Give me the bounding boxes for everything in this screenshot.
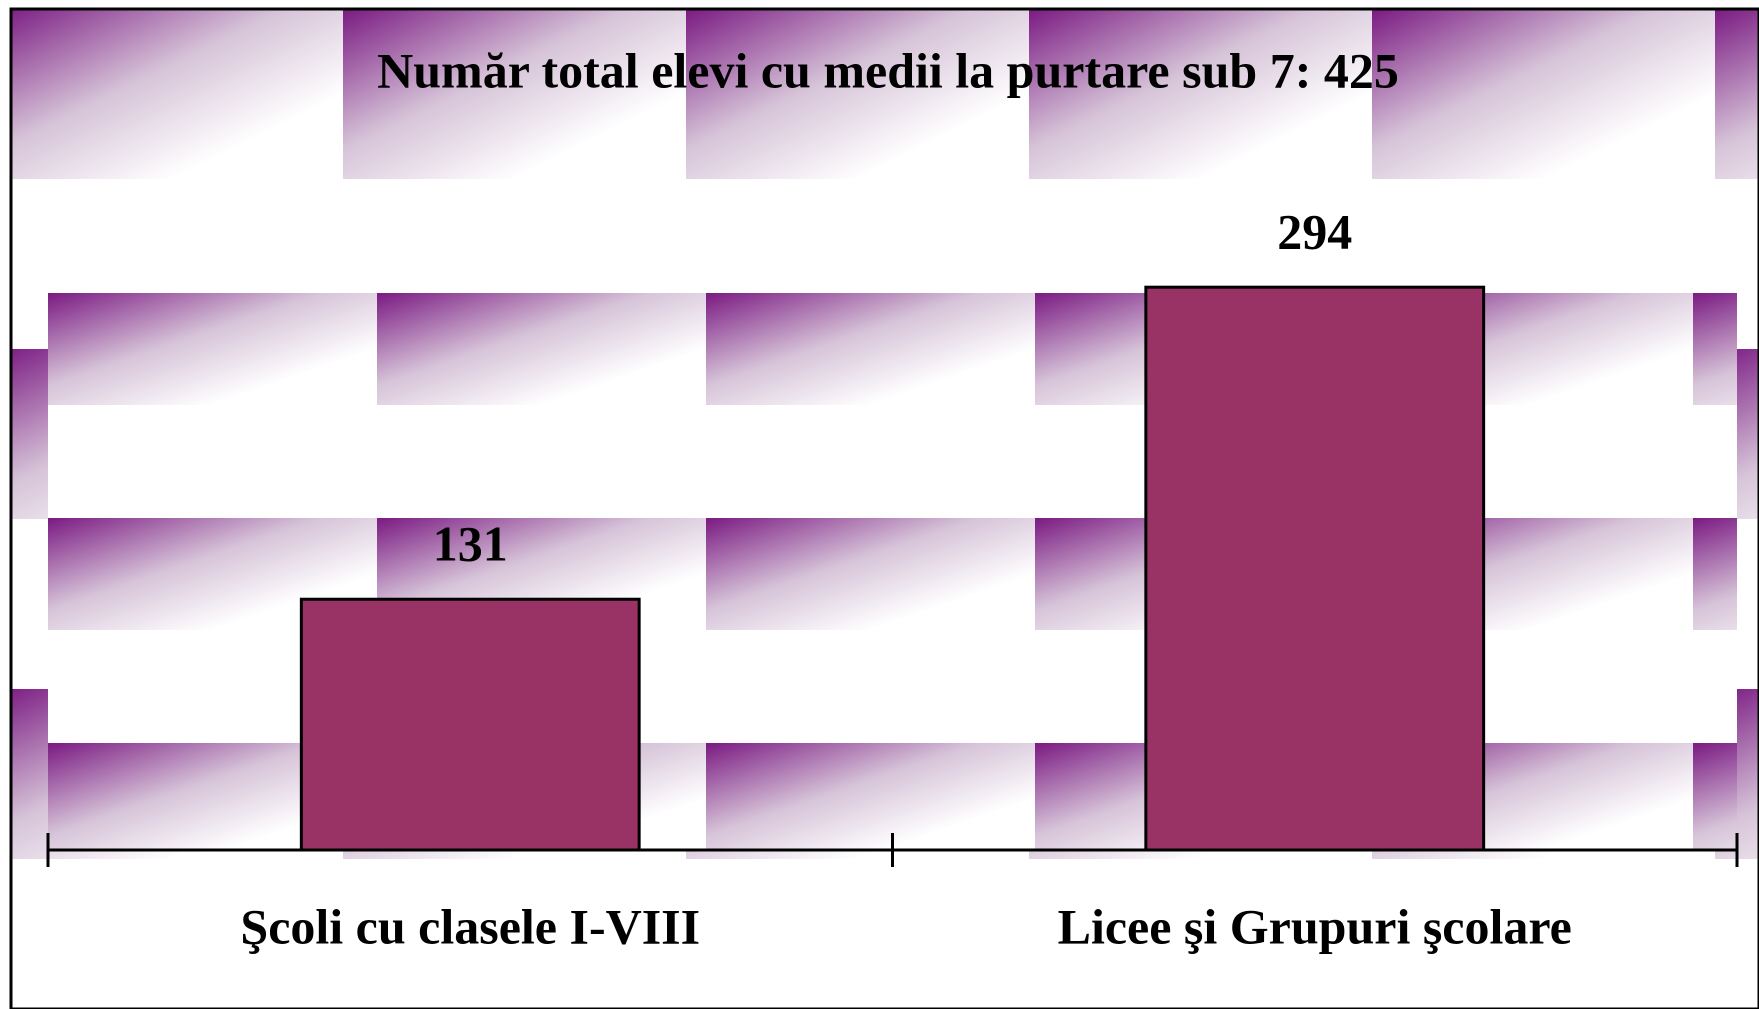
data-label: 294 [1277,204,1352,260]
x-tick-label: Licee şi Grupuri şcolare [1058,898,1572,954]
data-label: 131 [433,516,508,572]
bar [1144,285,1486,852]
x-tick-label: Şcoli cu clasele I-VIII [240,898,700,954]
chart-title: Număr total elevi cu medii la purtare su… [377,42,1399,98]
bar [299,597,641,852]
